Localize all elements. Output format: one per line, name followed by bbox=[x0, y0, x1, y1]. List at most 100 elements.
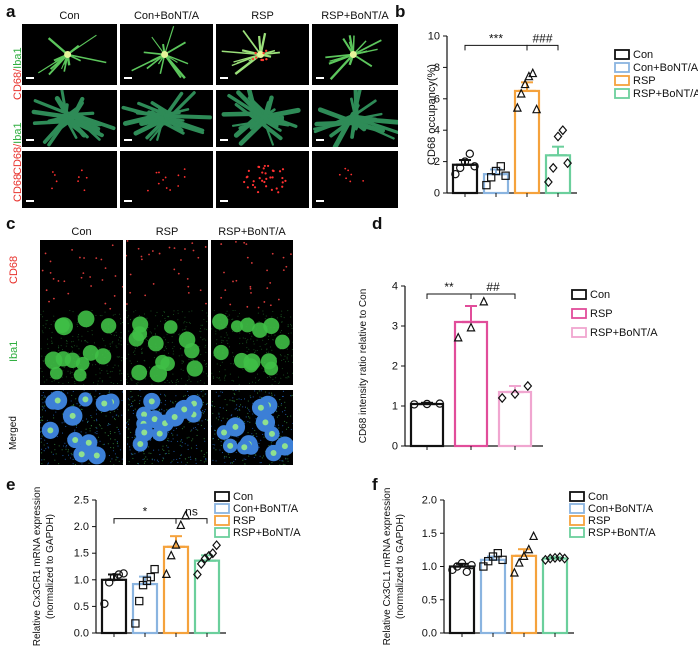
legend-swatch bbox=[569, 515, 585, 526]
point-Con+BoNT/A bbox=[496, 162, 505, 171]
scale-bar bbox=[220, 139, 228, 141]
micro-a-r0-c0 bbox=[22, 24, 117, 85]
y-tick-label: 8 bbox=[434, 62, 440, 74]
point-RSP bbox=[519, 550, 529, 561]
chart-f: 0.0 0.5 1.0 1.5 2.0 Relative Cx3CL1 mRNA expr… bbox=[382, 488, 656, 646]
point-RSP bbox=[466, 322, 476, 332]
point-Con+BoNT/A bbox=[486, 173, 496, 182]
point-RSP+BoNT/A bbox=[553, 131, 563, 142]
bar-RSP bbox=[510, 554, 538, 635]
legend-swatch bbox=[614, 62, 630, 73]
micro-c-r0-c1 bbox=[126, 240, 208, 310]
sig-bracket bbox=[175, 518, 208, 524]
legend-label: RSP+BoNT/A bbox=[588, 527, 656, 539]
scale-bar bbox=[26, 77, 34, 79]
point-RSP bbox=[512, 102, 522, 112]
point-Con+BoNT/A bbox=[146, 572, 155, 582]
point-RSP+BoNT/A bbox=[196, 558, 206, 569]
y-tick-label: 2.5 bbox=[74, 495, 89, 507]
sig-annotation: ns bbox=[185, 505, 198, 519]
micro-c-r1-c0 bbox=[40, 310, 123, 385]
panel-label-a: a bbox=[6, 2, 16, 21]
col-title-a-3: RSP+BoNT/A bbox=[321, 10, 389, 22]
scale-bar bbox=[316, 200, 324, 202]
point-Con bbox=[409, 400, 419, 409]
y-axis-label: Relative Cx3CR1 mRNA expression bbox=[32, 487, 43, 647]
y-tick-label: 1 bbox=[392, 401, 398, 413]
sig-annotation: * bbox=[143, 505, 148, 519]
point-Con bbox=[100, 599, 109, 608]
point-Con bbox=[104, 578, 114, 587]
legend-swatch bbox=[214, 515, 230, 526]
legend-swatch bbox=[614, 49, 630, 60]
point-RSP bbox=[166, 550, 176, 560]
point-RSP+BoNT/A bbox=[541, 554, 550, 565]
scale-bar bbox=[220, 77, 228, 79]
panel-label-d: d bbox=[372, 214, 383, 233]
sig-annotation: ## bbox=[486, 280, 500, 294]
point-Con bbox=[460, 157, 470, 166]
micro-a-r0-c2 bbox=[216, 24, 309, 85]
point-RSP bbox=[520, 78, 530, 89]
micro-a-r2-c2 bbox=[216, 151, 309, 208]
y-tick-label: 1.0 bbox=[422, 561, 437, 573]
micro-a-r1-c2 bbox=[216, 90, 309, 147]
point-RSP+BoNT/A bbox=[544, 176, 553, 188]
y-tick-label: 1.5 bbox=[74, 548, 89, 560]
panel-label-e: e bbox=[6, 475, 16, 494]
micro-c-r1-c1 bbox=[126, 310, 208, 385]
micro-c-r0-c2 bbox=[211, 240, 293, 310]
y-tick-label: 0.0 bbox=[422, 628, 437, 640]
point-RSP bbox=[453, 332, 463, 342]
legend-swatch bbox=[614, 88, 630, 99]
point-RSP bbox=[171, 539, 181, 549]
point-Con bbox=[462, 567, 472, 577]
micro-a-r1-c1 bbox=[120, 90, 213, 147]
legend-label: RSP bbox=[588, 515, 611, 527]
point-RSP+BoNT/A bbox=[497, 392, 507, 404]
scale-bar bbox=[220, 200, 228, 202]
y-tick-label: 1.0 bbox=[74, 574, 89, 586]
sig-annotation: ### bbox=[532, 31, 552, 45]
micro-c-r1-c2 bbox=[211, 310, 293, 385]
point-Con+BoNT/A bbox=[483, 556, 493, 566]
sig-bracket bbox=[426, 293, 472, 299]
row-label-c2: Iba1 bbox=[8, 340, 20, 362]
legend-label: RSP bbox=[590, 308, 613, 320]
legend-swatch bbox=[614, 75, 630, 86]
panel-label-c: c bbox=[6, 214, 16, 233]
sig-bracket bbox=[113, 518, 177, 524]
legend-label: Con bbox=[633, 49, 653, 61]
y-tick-label: 6 bbox=[434, 93, 440, 105]
legend-swatch bbox=[569, 491, 585, 502]
y-tick-label: 1.5 bbox=[422, 528, 437, 540]
bar-Con+BoNT/A bbox=[479, 558, 507, 635]
point-Con bbox=[467, 560, 476, 570]
point-Con bbox=[435, 399, 445, 408]
scale-bar bbox=[26, 200, 34, 202]
point-RSP+BoNT/A bbox=[208, 548, 218, 559]
col-title-a-2: RSP bbox=[251, 10, 274, 22]
panel-a-microscopy: CD68/Iba1 CD68/Iba1 CD68 Con Con+BoNT/A RS… bbox=[0, 0, 400, 210]
point-Con+BoNT/A bbox=[135, 596, 144, 606]
legend-swatch bbox=[571, 308, 587, 319]
point-Con bbox=[109, 572, 119, 582]
point-RSP+BoNT/A bbox=[548, 162, 558, 174]
panel-c-microscopy: CD68 Iba1 Merged Con RSP RSP+BoNT/A bbox=[0, 214, 300, 474]
legend-label: Con bbox=[233, 491, 253, 503]
legend-swatch bbox=[569, 503, 585, 514]
point-Con bbox=[422, 399, 432, 409]
micro-a-r1-c0 bbox=[22, 90, 117, 147]
sig-annotation: *** bbox=[489, 31, 503, 45]
micro-a-r2-c1 bbox=[120, 151, 213, 208]
scale-bar bbox=[124, 77, 132, 79]
legend-label: RSP+BoNT/A bbox=[590, 327, 658, 339]
point-Con bbox=[114, 570, 124, 579]
micro-a-r2-c0 bbox=[22, 151, 117, 208]
point-Con+BoNT/A bbox=[491, 166, 501, 176]
legend-label: RSP bbox=[233, 515, 256, 527]
bar-RSP bbox=[162, 545, 190, 635]
bar-Con bbox=[409, 402, 445, 448]
point-RSP+BoNT/A bbox=[555, 552, 565, 563]
point-Con+BoNT/A bbox=[482, 180, 491, 190]
